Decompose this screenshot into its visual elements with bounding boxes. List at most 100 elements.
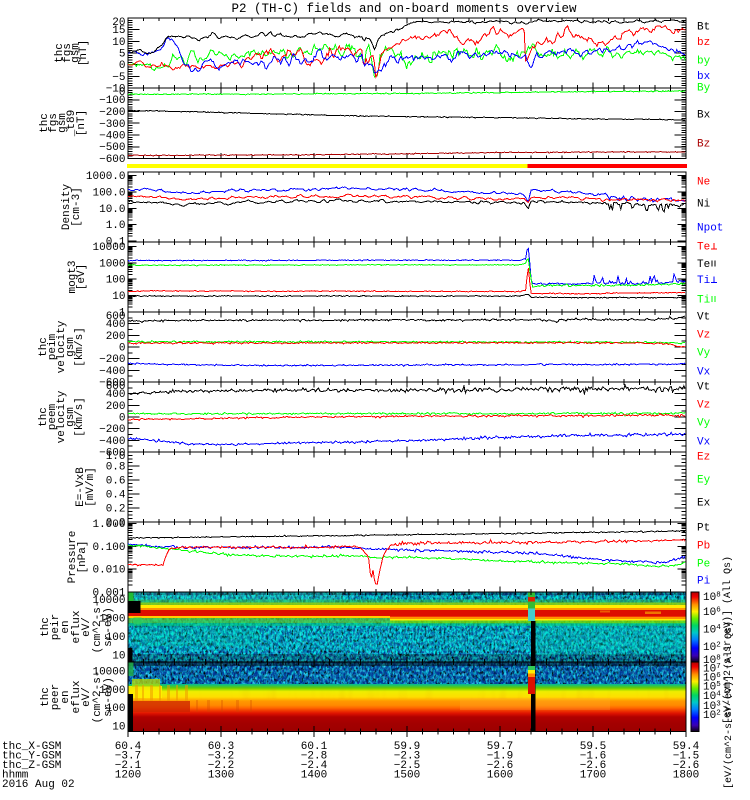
svg-text:0.6: 0.6 xyxy=(106,476,126,488)
svg-text:P2 (TH-C) fields and on-board: P2 (TH-C) fields and on-board moments ov… xyxy=(231,2,577,16)
svg-text:thc: thc xyxy=(38,407,50,427)
svg-text:−400: −400 xyxy=(99,131,125,143)
svg-text:1600: 1600 xyxy=(487,770,513,782)
svg-text:200: 200 xyxy=(106,331,126,343)
svg-text:velocity: velocity xyxy=(56,390,68,443)
svg-text:0.2: 0.2 xyxy=(106,504,126,516)
svg-text:Te: Te xyxy=(697,259,710,271)
svg-text:[eV/(cm^2-s-sr-eV)] (All Qs): [eV/(cm^2-s-sr-eV)] (All Qs) xyxy=(722,556,734,724)
svg-text:−100: −100 xyxy=(99,95,125,107)
svg-text:By: By xyxy=(697,83,711,95)
svg-text:100: 100 xyxy=(106,632,126,644)
svg-text:100.0: 100.0 xyxy=(92,187,125,199)
svg-text:5: 5 xyxy=(119,49,126,61)
svg-text:−2.8: −2.8 xyxy=(301,751,327,763)
svg-text:400: 400 xyxy=(106,319,126,331)
svg-text:(cm^2-s-: (cm^2-s- xyxy=(92,601,104,654)
svg-text:thc: thc xyxy=(38,337,50,357)
svg-text:−200: −200 xyxy=(99,354,125,366)
svg-text:Ey: Ey xyxy=(697,475,711,487)
svg-text:59.9: 59.9 xyxy=(394,741,420,753)
svg-text:Npot: Npot xyxy=(697,223,723,235)
svg-text:59.7: 59.7 xyxy=(487,741,513,753)
svg-text:(cm^2-s-: (cm^2-s- xyxy=(92,671,104,724)
svg-text:Ez: Ez xyxy=(697,452,710,464)
svg-text:thc_X-GSM: thc_X-GSM xyxy=(2,741,61,753)
svg-text:−3.2: −3.2 xyxy=(208,751,234,763)
svg-text:sr-eV): sr-eV) xyxy=(103,607,115,647)
svg-text:1400: 1400 xyxy=(301,770,327,782)
svg-text:thc_Y-GSM: thc_Y-GSM xyxy=(2,751,61,763)
svg-text:1800: 1800 xyxy=(673,770,699,782)
svg-text:sr-eV): sr-eV) xyxy=(103,677,115,717)
svg-text:Vt: Vt xyxy=(697,312,710,324)
svg-text:1000: 1000 xyxy=(99,614,125,626)
svg-text:Bt: Bt xyxy=(697,22,710,34)
svg-text:Vx: Vx xyxy=(697,367,711,379)
svg-text:gsm: gsm xyxy=(57,113,69,133)
svg-text:15: 15 xyxy=(112,25,125,37)
svg-text:thc: thc xyxy=(39,113,51,133)
svg-text:Vt: Vt xyxy=(697,382,710,394)
svg-text:Ex: Ex xyxy=(697,498,711,510)
svg-text:Te: Te xyxy=(697,242,710,254)
svg-text:[km/s]: [km/s] xyxy=(74,397,86,437)
svg-text:2016 Aug 02: 2016 Aug 02 xyxy=(2,779,75,791)
svg-text:hhmm: hhmm xyxy=(2,770,29,782)
svg-text:Pressure: Pressure xyxy=(67,531,79,584)
svg-text:fgs: fgs xyxy=(48,113,60,133)
svg-text:10: 10 xyxy=(112,651,125,663)
svg-text:10000: 10000 xyxy=(92,242,125,254)
svg-text:bz: bz xyxy=(697,37,710,49)
svg-text:60.4: 60.4 xyxy=(115,741,142,753)
svg-text:−2.5: −2.5 xyxy=(394,760,420,772)
svg-text:[km/s]: [km/s] xyxy=(74,327,86,367)
svg-text:0.1: 0.1 xyxy=(106,237,126,249)
svg-text:−200: −200 xyxy=(99,424,125,436)
svg-text:1000: 1000 xyxy=(99,258,125,270)
svg-text:eflux: eflux xyxy=(71,680,83,713)
svg-text:gsm: gsm xyxy=(65,337,77,357)
svg-text:10: 10 xyxy=(112,37,125,49)
svg-text:10000: 10000 xyxy=(92,667,125,679)
svg-text:10: 10 xyxy=(112,721,125,733)
svg-text:Ti: Ti xyxy=(697,295,711,307)
svg-text:1200: 1200 xyxy=(115,770,141,782)
svg-text:−3.7: −3.7 xyxy=(115,751,141,763)
svg-text:−2.2: −2.2 xyxy=(208,760,234,772)
svg-text:100: 100 xyxy=(106,703,126,715)
svg-text:peir: peir xyxy=(50,614,62,640)
svg-text:−200: −200 xyxy=(99,107,125,119)
svg-text:−2.6: −2.6 xyxy=(487,760,513,772)
svg-text:0.0: 0.0 xyxy=(106,518,126,530)
svg-text:bx: bx xyxy=(697,71,711,83)
svg-text:1.000: 1.000 xyxy=(92,519,125,531)
svg-text:0: 0 xyxy=(119,413,126,425)
svg-text:10.0: 10.0 xyxy=(99,204,125,216)
svg-text:0.8: 0.8 xyxy=(106,462,126,474)
svg-text:0.010: 0.010 xyxy=(92,565,125,577)
svg-text:200: 200 xyxy=(106,401,126,413)
svg-text:−5: −5 xyxy=(112,72,125,84)
svg-text:Vz: Vz xyxy=(697,330,710,342)
svg-text:eflux: eflux xyxy=(71,610,83,643)
svg-text:−2.4: −2.4 xyxy=(301,760,328,772)
svg-text:100: 100 xyxy=(106,275,126,287)
svg-text:[eV]: [eV] xyxy=(76,264,88,290)
svg-text:1700: 1700 xyxy=(580,770,606,782)
svg-text:0.100: 0.100 xyxy=(92,542,125,554)
svg-text:Bz: Bz xyxy=(697,139,710,151)
svg-text:Pi: Pi xyxy=(697,576,711,588)
svg-text:gsm: gsm xyxy=(70,43,82,63)
svg-text:Ti: Ti xyxy=(697,275,711,287)
svg-text:en: en xyxy=(60,690,72,703)
svg-text:thc_Z-GSM: thc_Z-GSM xyxy=(2,760,61,772)
svg-text:Pb: Pb xyxy=(697,541,710,553)
svg-text:1000.0: 1000.0 xyxy=(86,171,126,183)
svg-text:peim: peim xyxy=(47,333,59,360)
svg-text:−600: −600 xyxy=(99,154,125,166)
svg-text:60.3: 60.3 xyxy=(208,741,234,753)
svg-text:Pe: Pe xyxy=(697,559,710,571)
svg-text:velocity: velocity xyxy=(56,320,68,373)
svg-text:Vx: Vx xyxy=(697,437,711,449)
